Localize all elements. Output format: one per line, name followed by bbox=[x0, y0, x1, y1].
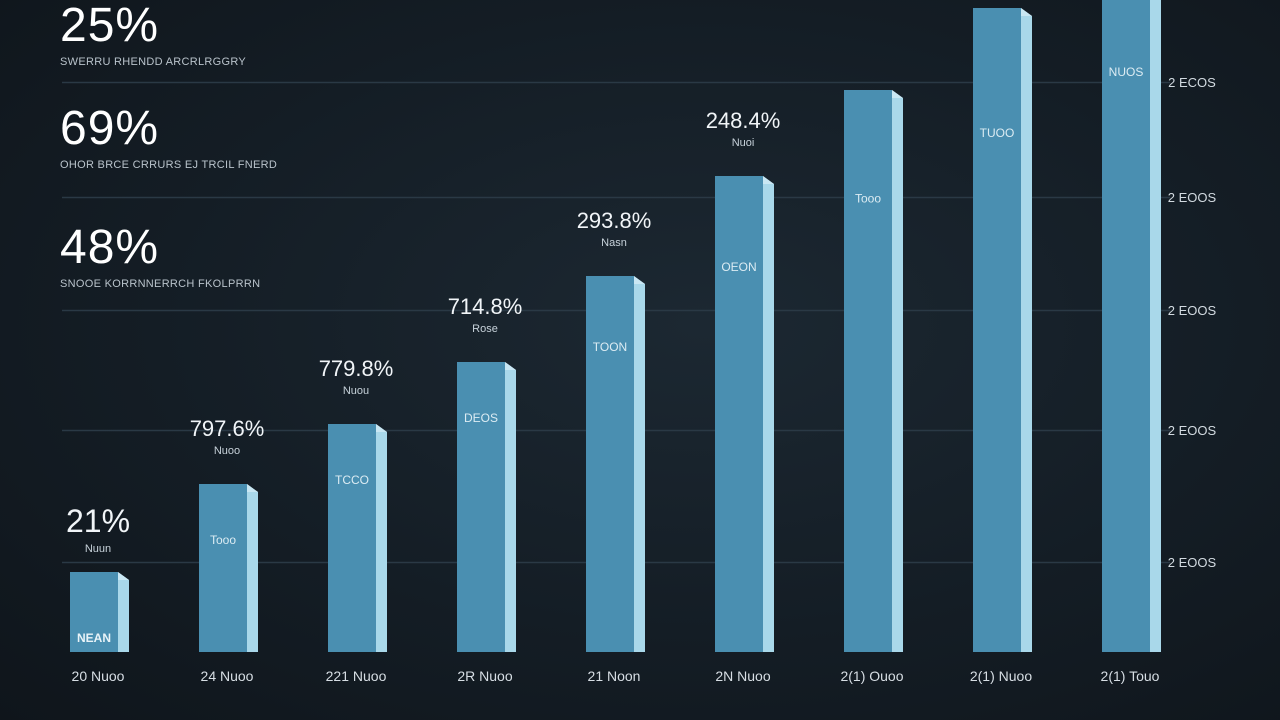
bar-side bbox=[247, 484, 258, 652]
bar-inner-label: Tooo bbox=[210, 533, 236, 547]
stat-value: 69% bbox=[60, 102, 160, 155]
bar-group: Tooo 797.6% Nuoo bbox=[190, 416, 265, 652]
x-axis: 20 Nuoo 24 Nuoo 221 Nuoo 2R Nuoo 21 Noon 2N N… bbox=[72, 668, 1160, 684]
x-tick-label: 2R Nuoo bbox=[457, 668, 512, 684]
bar-inner-label: NEAN bbox=[77, 631, 111, 645]
x-tick-label: 221 Nuoo bbox=[326, 668, 387, 684]
bar bbox=[586, 276, 634, 652]
bar-value-label: 779.8% bbox=[319, 356, 394, 381]
bar-inner-label: TCCO bbox=[335, 473, 369, 487]
bar-group: Tooo bbox=[844, 90, 903, 652]
bar-inner-label: OEON bbox=[721, 260, 756, 274]
bar-sub-label: Rose bbox=[472, 323, 498, 335]
stat-block-2: 69% OHOR BRCE CRRURS EJ TRCIL FNERD bbox=[60, 102, 278, 172]
right-tick-label: 2 EOOS bbox=[1168, 190, 1217, 205]
bar-side bbox=[118, 572, 129, 652]
bar-sub-label: Nuoo bbox=[214, 445, 240, 457]
bar-side bbox=[376, 424, 387, 652]
bar bbox=[715, 176, 763, 652]
bar-group: TOON 293.8% Nasn bbox=[577, 208, 652, 652]
stat-block-3: 48% SNOOE KORRNNERRCH FKOLPRRN bbox=[60, 221, 261, 291]
bar bbox=[457, 362, 505, 652]
bar-group: DEOS 714.8% Rose bbox=[448, 294, 523, 652]
bar-side bbox=[505, 362, 516, 652]
bar-inner-label: TUOO bbox=[980, 126, 1015, 140]
right-tick-label: 2 EOOS bbox=[1168, 555, 1217, 570]
bar-inner-label: NUOS bbox=[1109, 65, 1144, 79]
bar-sub-label: Nasn bbox=[601, 237, 627, 249]
bar-side bbox=[892, 90, 903, 652]
bar-inner-label: TOON bbox=[593, 340, 627, 354]
bar-sub-label: Nuoi bbox=[732, 137, 755, 149]
bar-value-label: 248.4% bbox=[706, 108, 781, 133]
x-tick-label: 2(1) Touo bbox=[1101, 668, 1160, 684]
bar-value-label: 797.6% bbox=[190, 416, 265, 441]
stat-value: 25% bbox=[60, 0, 160, 52]
bar-group: NUOS bbox=[1102, 0, 1161, 652]
bar-inner-label: Tooo bbox=[855, 191, 881, 205]
x-tick-label: 2N Nuoo bbox=[715, 668, 770, 684]
stat-caption: SWERRU RHENDD ARCRLRGGRY bbox=[60, 56, 247, 68]
x-tick-label: 2(1) Ouoo bbox=[840, 668, 903, 684]
x-tick-label: 21 Noon bbox=[588, 668, 641, 684]
bar bbox=[844, 90, 892, 652]
x-tick-label: 2(1) Nuoo bbox=[970, 668, 1032, 684]
right-tick-label: 2 EOOS bbox=[1168, 303, 1217, 318]
bar-value-label: 714.8% bbox=[448, 294, 523, 319]
bar-group: TCCO 779.8% Nuou bbox=[319, 356, 394, 652]
right-tick-label: 2 ECOS bbox=[1168, 75, 1216, 90]
bar-side bbox=[1021, 8, 1032, 652]
right-tick-label: 2 EOOS bbox=[1168, 423, 1217, 438]
bar-value-label: 293.8% bbox=[577, 208, 652, 233]
bar-sub-label: Nuou bbox=[343, 385, 369, 397]
bars: NEAN 21% Nuun Tooo 797.6% Nuoo TCCO 779.8% Nuou D… bbox=[66, 0, 1161, 652]
bar-group: OEON 248.4% Nuoi bbox=[706, 108, 781, 652]
bar bbox=[199, 484, 247, 652]
stat-caption: OHOR BRCE CRRURS EJ TRCIL FNERD bbox=[60, 159, 278, 171]
x-tick-label: 24 Nuoo bbox=[201, 668, 254, 684]
bar-sub-label: Nuun bbox=[85, 543, 111, 555]
bar-inner-label: DEOS bbox=[464, 411, 498, 425]
bar-value-label: 21% bbox=[66, 503, 130, 539]
bar bbox=[328, 424, 376, 652]
x-tick-label: 20 Nuoo bbox=[72, 668, 125, 684]
bar-group: NEAN 21% Nuun bbox=[66, 503, 130, 652]
bar-side bbox=[763, 176, 774, 652]
stat-block-1: 25% SWERRU RHENDD ARCRLRGGRY bbox=[60, 0, 247, 69]
bar-side bbox=[634, 276, 645, 652]
stat-caption: SNOOE KORRNNERRCH FKOLPRRN bbox=[60, 278, 261, 290]
bar bbox=[1102, 0, 1150, 652]
bar bbox=[70, 572, 118, 652]
right-axis: 2 ECOS 2 EOOS 2 EOOS 2 EOOS 2 EOOS bbox=[1168, 75, 1217, 570]
stat-value: 48% bbox=[60, 221, 160, 274]
bar bbox=[973, 8, 1021, 652]
bar-side bbox=[1150, 0, 1161, 652]
bar-group: TUOO208.8%Naan bbox=[973, 8, 1032, 652]
